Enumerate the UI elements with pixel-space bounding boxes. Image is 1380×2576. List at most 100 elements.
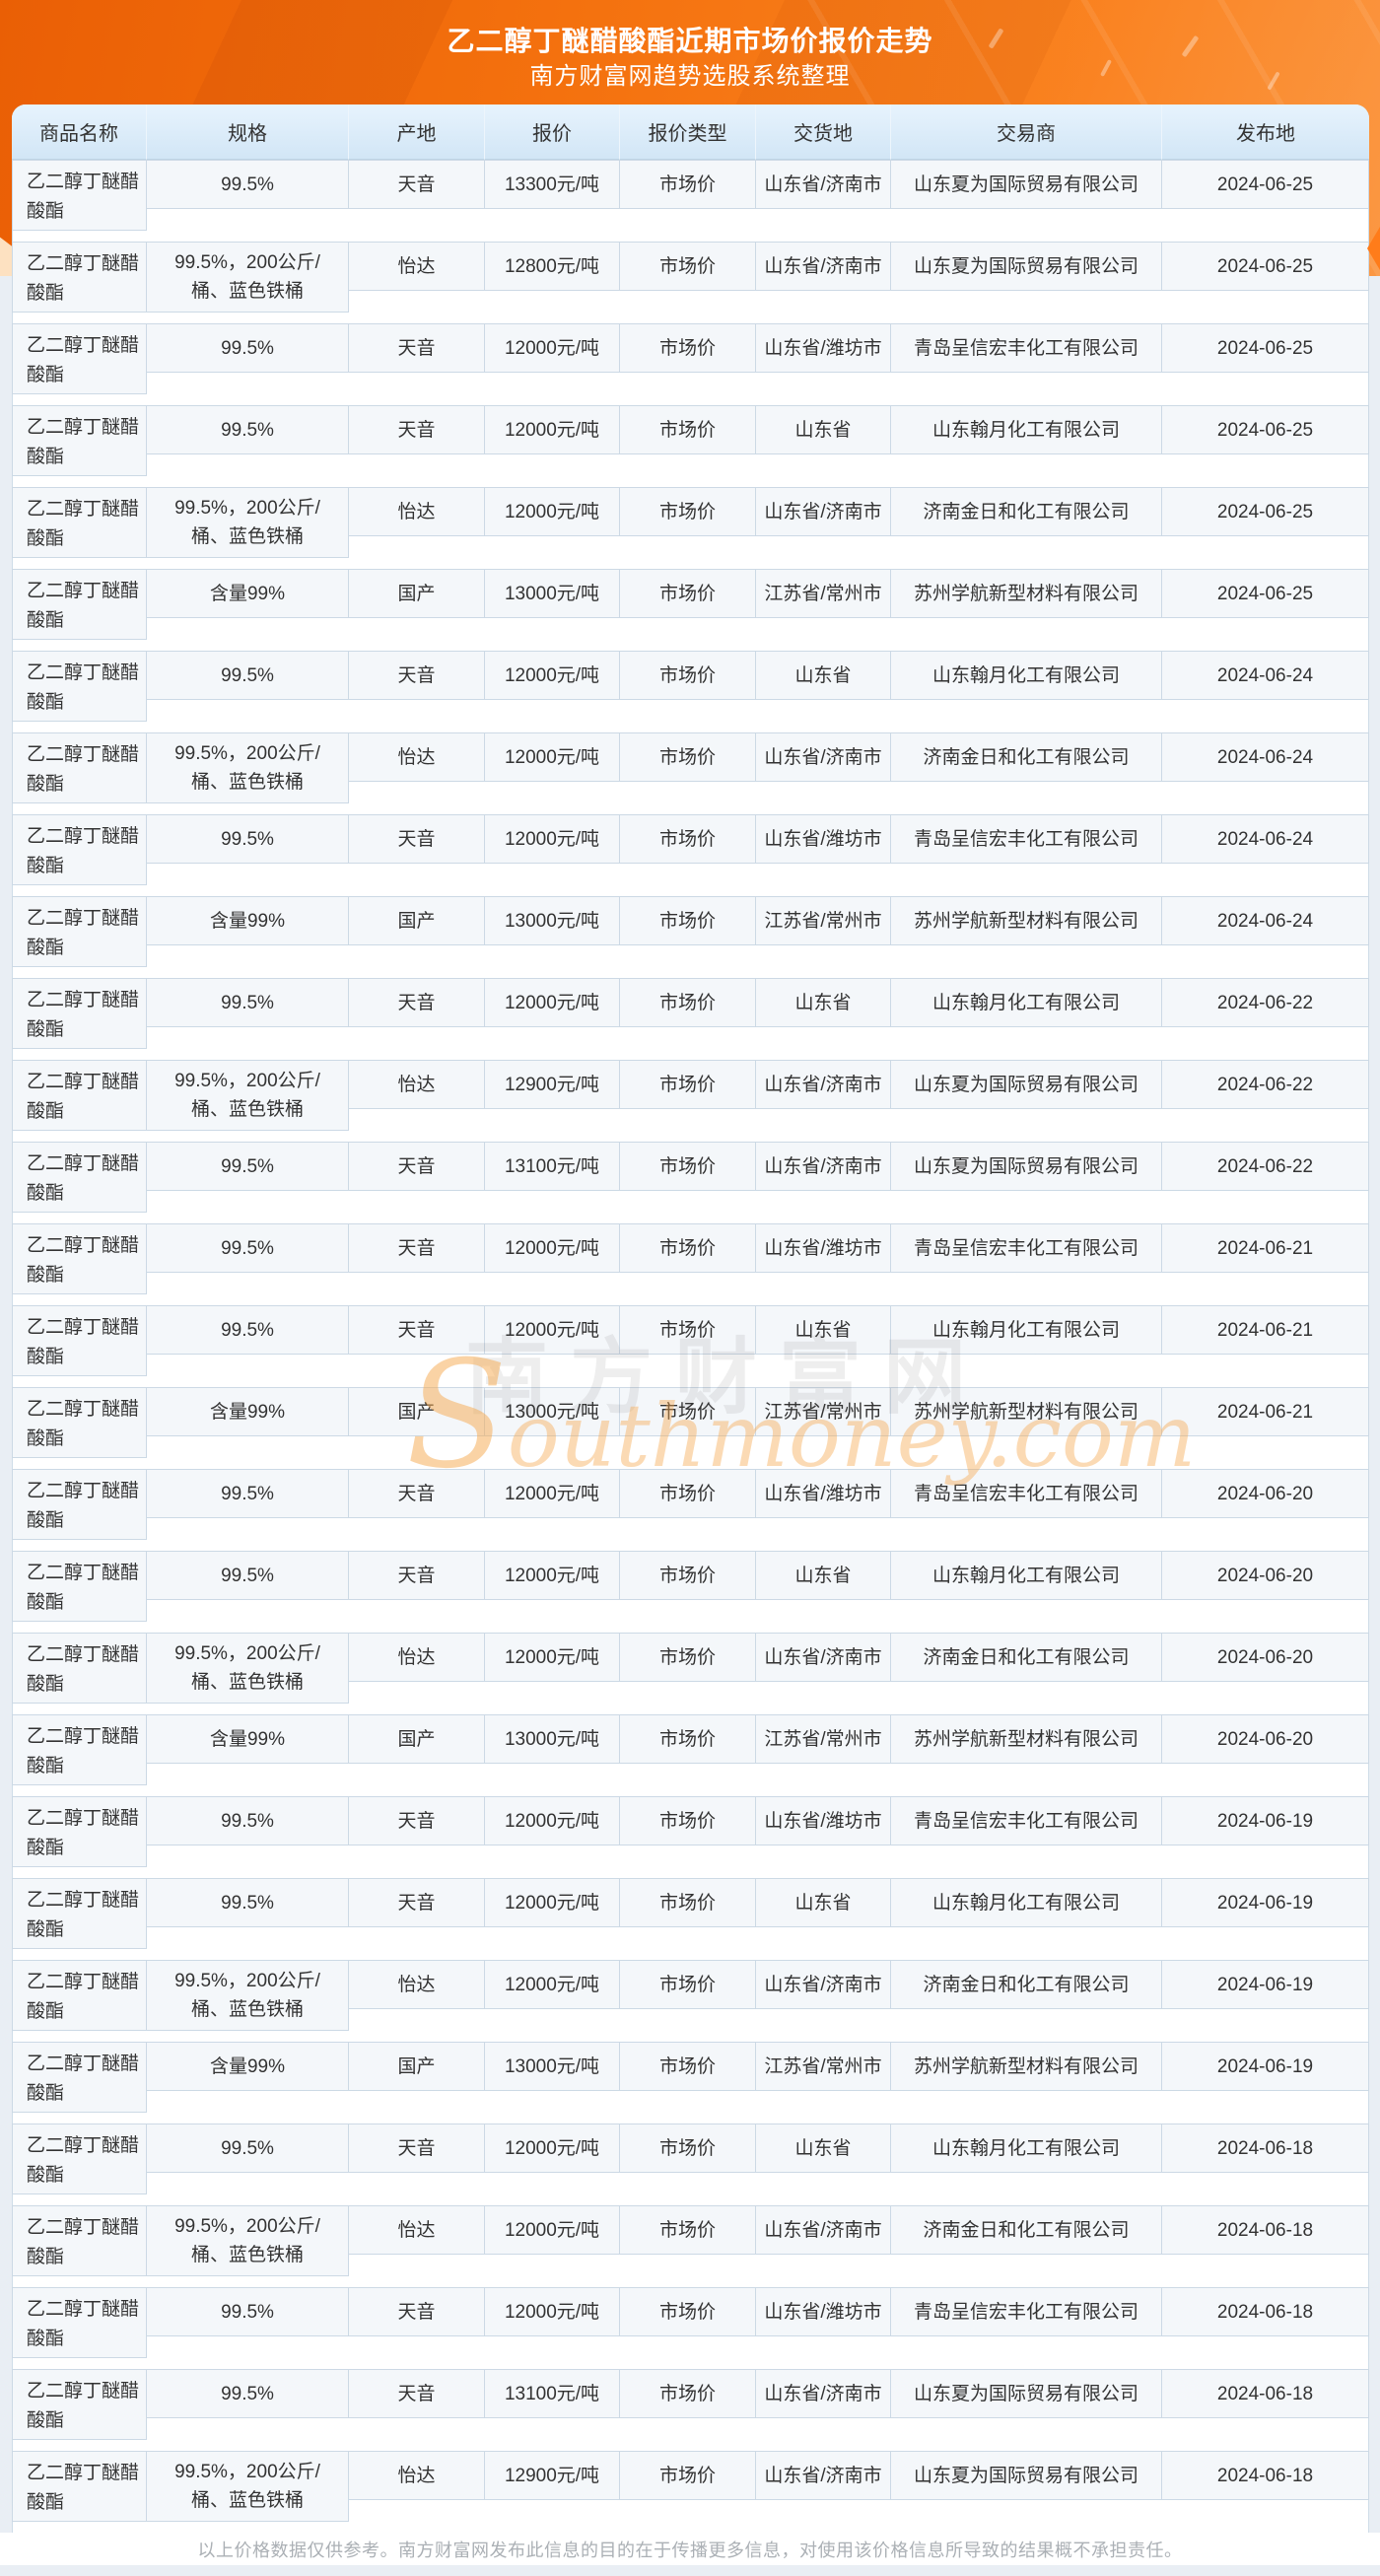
publish-date-cell: 2024-06-24: [1162, 814, 1369, 864]
table-row: 乙二醇丁醚醋酸酯 99.5% 天音 12000元/吨 市场价 山东省/潍坊市 青岛呈信宏丰化…: [12, 1796, 1369, 1878]
product-name-cell: 乙二醇丁醚醋酸酯: [12, 1796, 147, 1867]
price-type-cell: 市场价: [620, 323, 756, 373]
price-cell: 13000元/吨: [485, 569, 620, 618]
publish-date-cell: 2024-06-24: [1162, 651, 1369, 700]
price-type-cell: 市场价: [620, 2123, 756, 2173]
spec-cell: 99.5%，200公斤/桶、蓝色铁桶: [147, 2451, 349, 2522]
price-type-cell: 市场价: [620, 1223, 756, 1273]
spec-cell: 99.5%: [147, 1223, 349, 1273]
trader-cell: 苏州学航新型材料有限公司: [891, 896, 1162, 945]
trader-cell: 山东夏为国际贸易有限公司: [891, 2369, 1162, 2418]
price-type-cell: 市场价: [620, 1878, 756, 1927]
publish-date-cell: 2024-06-20: [1162, 1633, 1369, 1682]
origin-cell: 怡达: [349, 1960, 485, 2009]
footer-band: 以上价格数据仅供参考。南方财富网发布此信息的目的在于传播更多信息，对使用该价格信…: [0, 2533, 1380, 2565]
publish-date-cell: 2024-06-18: [1162, 2205, 1369, 2255]
table-row: 乙二醇丁醚醋酸酯 99.5%，200公斤/桶、蓝色铁桶 怡达 12900元/吨 市场价山…: [12, 1060, 1369, 1142]
page-title: 乙二醇丁醚醋酸酯近期市场价报价走势: [447, 26, 933, 56]
publish-date-cell: 2024-06-25: [1162, 323, 1369, 373]
price-cell: 12000元/吨: [485, 1223, 620, 1273]
origin-cell: 国产: [349, 2042, 485, 2091]
product-name-cell: 乙二醇丁醚醋酸酯: [12, 1142, 147, 1213]
product-name-cell: 乙二醇丁醚醋酸酯: [12, 814, 147, 885]
publish-date-cell: 2024-06-25: [1162, 569, 1369, 618]
price-type-cell: 市场价: [620, 1305, 756, 1355]
origin-cell: 天音: [349, 1469, 485, 1518]
price-type-cell: 市场价: [620, 1060, 756, 1109]
price-type-cell: 市场价: [620, 160, 756, 209]
table-row: 乙二醇丁醚醋酸酯 99.5% 天音 13100元/吨 市场价 山东省/济南市 山东夏为国际贸…: [12, 1142, 1369, 1223]
trader-cell: 苏州学航新型材料有限公司: [891, 1387, 1162, 1436]
price-cell: 12000元/吨: [485, 323, 620, 373]
delivery-place-cell: 山东省: [756, 1305, 891, 1355]
product-name-cell: 乙二醇丁醚醋酸酯: [12, 896, 147, 967]
delivery-place-cell: 山东省/潍坊市: [756, 323, 891, 373]
spec-cell: 99.5%: [147, 160, 349, 209]
table-row: 乙二醇丁醚醋酸酯 99.5% 天音 12000元/吨 市场价 山东省 山东翰月化工有限公司 2…: [12, 1551, 1369, 1633]
spec-cell: 99.5%: [147, 323, 349, 373]
product-name-cell: 乙二醇丁醚醋酸酯: [12, 732, 147, 803]
price-cell: 12000元/吨: [485, 1633, 620, 1682]
price-type-cell: 市场价: [620, 978, 756, 1027]
delivery-place-cell: 山东省/济南市: [756, 1633, 891, 1682]
publish-date-cell: 2024-06-20: [1162, 1551, 1369, 1600]
price-type-cell: 市场价: [620, 2451, 756, 2500]
spec-cell: 99.5%，200公斤/桶、蓝色铁桶: [147, 1960, 349, 2031]
spec-cell: 99.5%: [147, 2369, 349, 2418]
publish-date-cell: 2024-06-18: [1162, 2287, 1369, 2336]
delivery-place-cell: 山东省/济南市: [756, 160, 891, 209]
publish-date-cell: 2024-06-20: [1162, 1469, 1369, 1518]
price-type-cell: 市场价: [620, 896, 756, 945]
origin-cell: 怡达: [349, 1633, 485, 1682]
product-name-cell: 乙二醇丁醚醋酸酯: [12, 1387, 147, 1458]
product-name-cell: 乙二醇丁醚醋酸酯: [12, 2369, 147, 2440]
delivery-place-cell: 山东省/济南市: [756, 2451, 891, 2500]
spec-cell: 含量99%: [147, 2042, 349, 2091]
publish-date-cell: 2024-06-25: [1162, 160, 1369, 209]
col-header-price-type: 报价类型: [620, 104, 756, 160]
price-cell: 12000元/吨: [485, 978, 620, 1027]
spec-cell: 99.5%，200公斤/桶、蓝色铁桶: [147, 242, 349, 313]
origin-cell: 天音: [349, 1305, 485, 1355]
price-type-cell: 市场价: [620, 2205, 756, 2255]
table-row: 乙二醇丁醚醋酸酯 99.5% 天音 12000元/吨 市场价 山东省/潍坊市 青岛呈信宏丰化…: [12, 814, 1369, 896]
table-row: 乙二醇丁醚醋酸酯 99.5% 天音 12000元/吨 市场价 山东省/潍坊市 青岛呈信宏丰化…: [12, 323, 1369, 405]
delivery-place-cell: 山东省: [756, 2123, 891, 2173]
price-type-cell: 市场价: [620, 2369, 756, 2418]
price-type-cell: 市场价: [620, 487, 756, 536]
product-name-cell: 乙二醇丁醚醋酸酯: [12, 323, 147, 394]
product-name-cell: 乙二醇丁醚醋酸酯: [12, 487, 147, 558]
price-cell: 12000元/吨: [485, 651, 620, 700]
publish-date-cell: 2024-06-24: [1162, 896, 1369, 945]
table-row: 乙二醇丁醚醋酸酯 含量99% 国产 13000元/吨 市场价 江苏省/常州市 苏州学航新型材…: [12, 896, 1369, 978]
price-cell: 13000元/吨: [485, 1387, 620, 1436]
trader-cell: 山东夏为国际贸易有限公司: [891, 242, 1162, 291]
trader-cell: 山东翰月化工有限公司: [891, 1305, 1162, 1355]
price-table: 商品名称 规格 产地 报价 报价类型 交货地 交易商 发布地 乙二醇丁醚醋酸酯 9…: [12, 104, 1369, 2533]
price-type-cell: 市场价: [620, 1387, 756, 1436]
delivery-place-cell: 山东省/潍坊市: [756, 1469, 891, 1518]
publish-date-cell: 2024-06-19: [1162, 1878, 1369, 1927]
spec-cell: 99.5%，200公斤/桶、蓝色铁桶: [147, 732, 349, 803]
table-row: 乙二醇丁醚醋酸酯 99.5% 天音 12000元/吨 市场价 山东省 山东翰月化工有限公司 2…: [12, 1305, 1369, 1387]
col-header-price: 报价: [485, 104, 620, 160]
delivery-place-cell: 山东省/潍坊市: [756, 814, 891, 864]
trader-cell: 山东夏为国际贸易有限公司: [891, 2451, 1162, 2500]
spec-cell: 99.5%: [147, 1305, 349, 1355]
publish-date-cell: 2024-06-25: [1162, 487, 1369, 536]
col-header-spec: 规格: [147, 104, 349, 160]
table-row: 乙二醇丁醚醋酸酯 99.5% 天音 12000元/吨 市场价 山东省/潍坊市 青岛呈信宏丰化…: [12, 2287, 1369, 2369]
delivery-place-cell: 山东省/济南市: [756, 1142, 891, 1191]
spec-cell: 含量99%: [147, 1387, 349, 1436]
product-name-cell: 乙二醇丁醚醋酸酯: [12, 569, 147, 640]
product-name-cell: 乙二醇丁醚醋酸酯: [12, 405, 147, 476]
trader-cell: 济南金日和化工有限公司: [891, 1633, 1162, 1682]
col-header-date: 发布地: [1162, 104, 1369, 160]
col-header-product: 商品名称: [12, 104, 147, 160]
publish-date-cell: 2024-06-20: [1162, 1714, 1369, 1764]
spec-cell: 99.5%: [147, 1796, 349, 1845]
col-header-trader: 交易商: [891, 104, 1162, 160]
publish-date-cell: 2024-06-25: [1162, 405, 1369, 454]
price-cell: 12000元/吨: [485, 487, 620, 536]
